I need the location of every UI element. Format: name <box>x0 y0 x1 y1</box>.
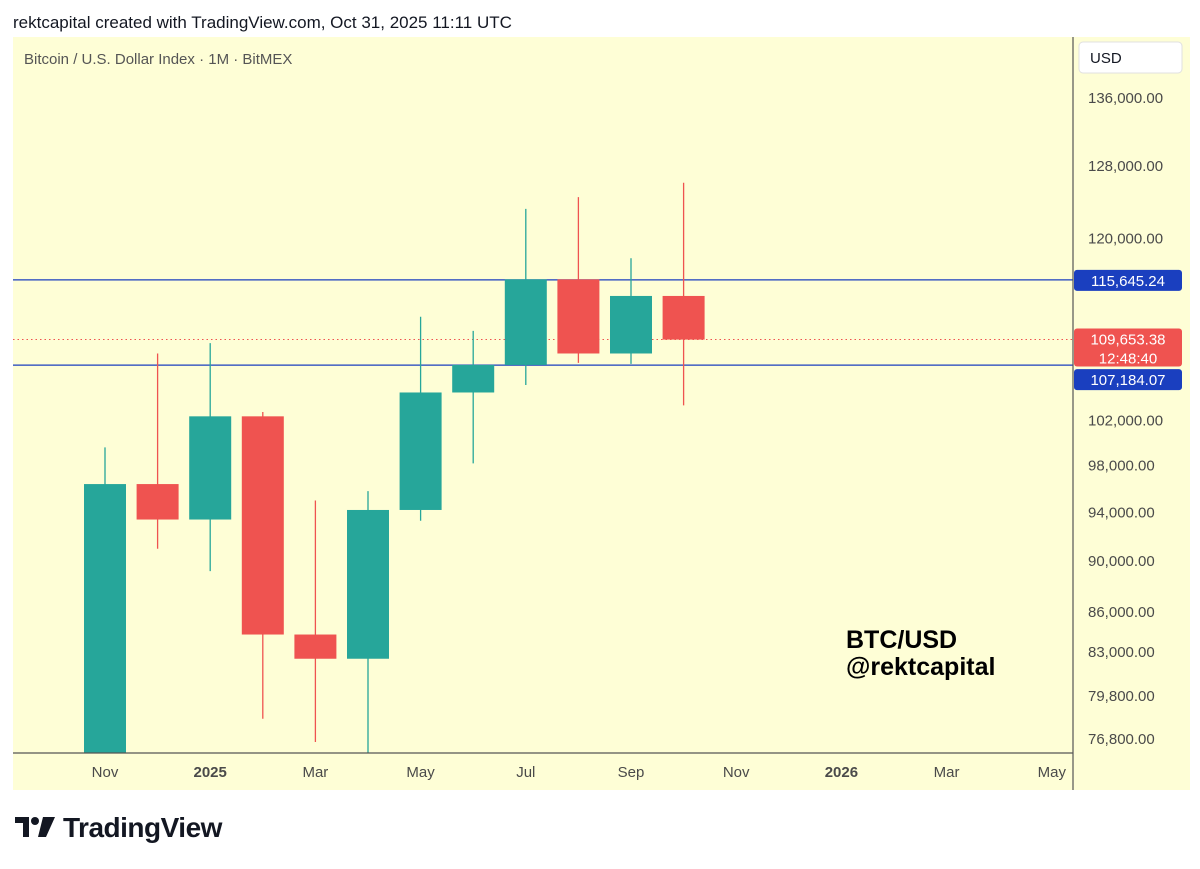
level-price-label-box <box>1074 269 1182 291</box>
y-tick-label: 86,000.00 <box>1088 604 1155 621</box>
candle-body-down <box>662 295 705 340</box>
level-price-label-text: 107,184.07 <box>1090 372 1165 389</box>
chart-background <box>13 37 1190 790</box>
y-tick-label: 102,000.00 <box>1088 413 1163 430</box>
tradingview-logo: TradingView <box>15 812 222 844</box>
attribution-header: rektcapital created with TradingView.com… <box>13 13 512 32</box>
y-tick-label: 79,800.00 <box>1088 688 1155 705</box>
y-tick-label: 94,000.00 <box>1088 504 1155 521</box>
x-tick-label: 2026 <box>825 764 858 781</box>
y-tick-label: 76,800.00 <box>1088 731 1155 748</box>
last-price-label-text: 109,653.38 <box>1090 332 1165 349</box>
currency-label: USD <box>1090 50 1122 67</box>
level-price-label-box <box>1074 369 1182 391</box>
candle-body-up <box>84 484 126 753</box>
candle-body-up <box>399 392 442 510</box>
last-price-label-box <box>1074 328 1182 367</box>
x-tick-label: May <box>406 764 435 781</box>
candle-body-up <box>452 364 495 393</box>
candle-body-up <box>189 416 232 520</box>
candle-body-down <box>136 484 179 520</box>
currency-button[interactable]: USD <box>1078 41 1183 74</box>
watermark-pair: BTC/USD <box>846 626 957 654</box>
candle-body-down <box>241 416 284 635</box>
x-tick-label: Sep <box>618 764 645 781</box>
tradingview-logo-icon <box>15 817 55 837</box>
x-tick-label: Mar <box>934 764 960 781</box>
x-tick-label: Nov <box>92 764 119 781</box>
y-tick-label: 98,000.00 <box>1088 458 1155 475</box>
y-tick-label: 83,000.00 <box>1088 644 1155 661</box>
x-tick-label: Mar <box>302 764 328 781</box>
x-tick-label: Nov <box>723 764 750 781</box>
x-tick-label: 2025 <box>194 764 227 781</box>
candle-body-down <box>557 279 600 354</box>
tradingview-logo-text: TradingView <box>63 812 222 843</box>
candle-body-up <box>610 295 652 354</box>
y-tick-label: 136,000.00 <box>1088 90 1163 107</box>
y-tick-label: 90,000.00 <box>1088 553 1155 570</box>
candle-body-up <box>504 279 547 365</box>
last-price-label-text: 12:48:40 <box>1099 351 1157 368</box>
watermark-handle: @rektcapital <box>846 653 995 681</box>
y-tick-label: 120,000.00 <box>1088 230 1163 247</box>
x-tick-label: Jul <box>516 764 535 781</box>
y-tick-label: 128,000.00 <box>1088 158 1163 175</box>
candle-body-down <box>294 634 337 659</box>
level-price-label-text: 115,645.24 <box>1091 273 1165 290</box>
candle-body-up <box>347 509 389 659</box>
chart-title: Bitcoin / U.S. Dollar Index · 1M · BitME… <box>24 51 292 68</box>
x-tick-label: May <box>1038 764 1067 781</box>
